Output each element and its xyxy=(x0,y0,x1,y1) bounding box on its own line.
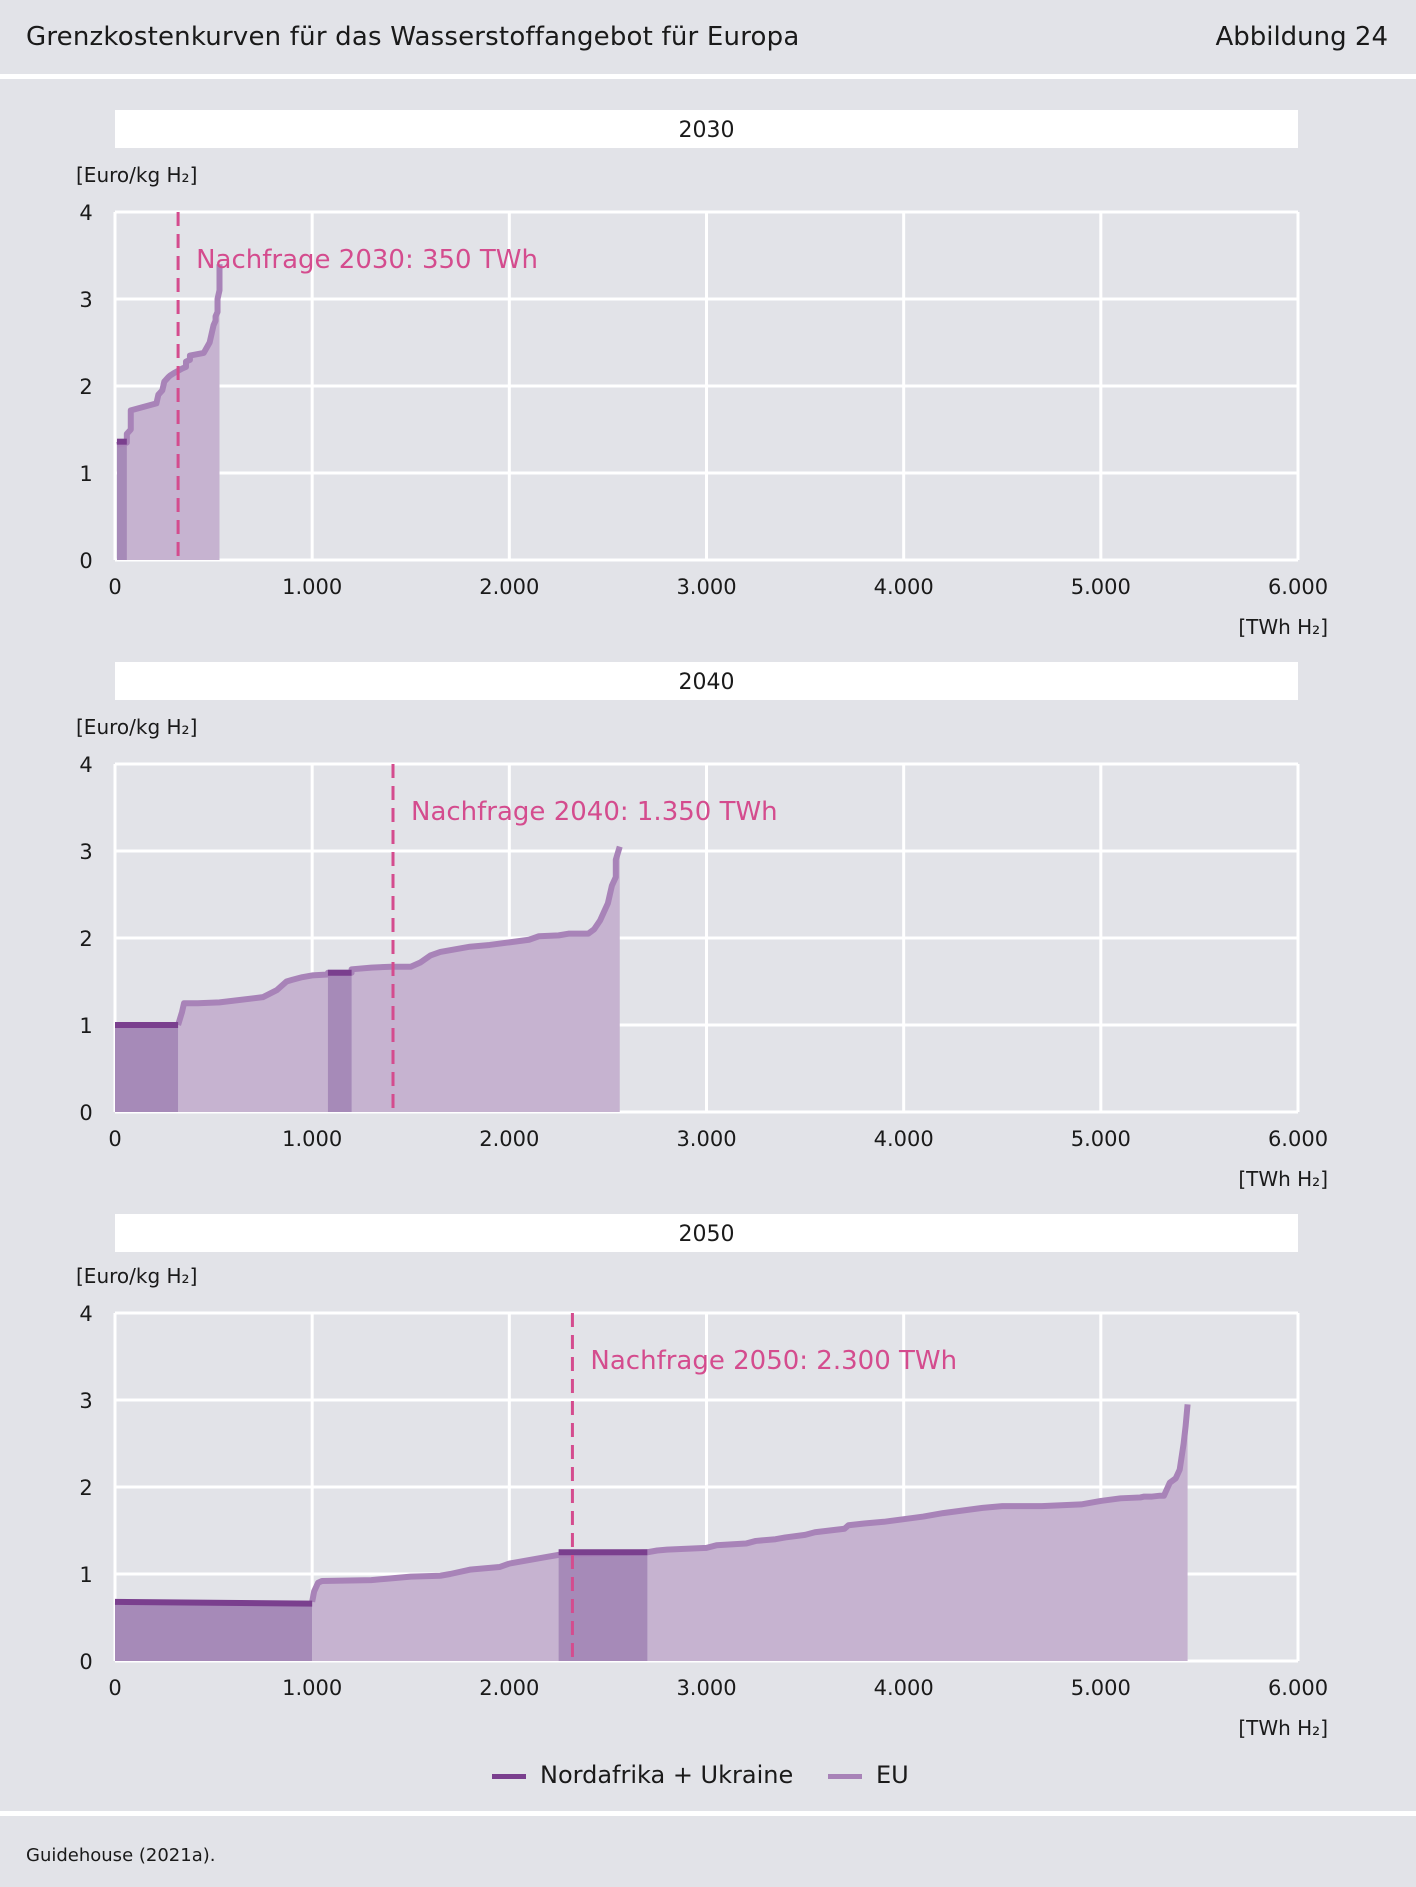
panel-2050-xlabel: [TWh H₂] xyxy=(1238,1716,1328,1740)
footer-divider xyxy=(0,1811,1416,1816)
panel-2030-ytick-label: 0 xyxy=(79,549,92,573)
panel-2040-xtick-label: 3.000 xyxy=(676,1127,736,1151)
panel-2030-ytick-label: 1 xyxy=(79,462,92,486)
panel-2050-eu-area xyxy=(312,1404,1188,1661)
panel-2040-xtick-label: 0 xyxy=(108,1127,121,1151)
panel-2030-xtick-label: 0 xyxy=(108,575,121,599)
panel-2050-ytick-label: 2 xyxy=(79,1476,92,1500)
panel-2030-title: 2030 xyxy=(679,118,735,143)
panel-2030-eu-area xyxy=(116,264,220,560)
figure-number: Abbildung 24 xyxy=(1215,22,1388,52)
panel-2030-xtick-label: 1.000 xyxy=(282,575,342,599)
panel-2030-ytick-label: 3 xyxy=(79,288,92,312)
panel-2040-ylabel: [Euro/kg H₂] xyxy=(76,715,197,739)
panel-2040-ytick-label: 3 xyxy=(79,840,92,864)
panel-2040-nordafrika-block xyxy=(327,972,352,1112)
panel-2030-xtick-label: 5.000 xyxy=(1071,575,1131,599)
panel-2040-xtick-label: 2.000 xyxy=(479,1127,539,1151)
panel-2040-ytick-label: 1 xyxy=(79,1014,92,1038)
panel-2030-ytick-label: 2 xyxy=(79,375,92,399)
panel-2040-nordafrika-block xyxy=(115,1025,179,1112)
panel-2040-demand-label: Nachfrage 2040: 1.350 TWh xyxy=(411,797,778,827)
panel-2040-ytick-label: 0 xyxy=(79,1101,92,1125)
panel-2050-ytick-label: 3 xyxy=(79,1389,92,1413)
legend-swatch-nordafrika xyxy=(492,1774,526,1779)
panel-2050-nordafrika-block xyxy=(115,1601,313,1661)
panel-2030-nordafrika-block xyxy=(116,441,127,560)
panel-2040-ytick-label: 2 xyxy=(79,927,92,951)
source-note: Guidehouse (2021a). xyxy=(26,1845,216,1866)
panel-2040-xtick-label: 6.000 xyxy=(1268,1127,1328,1151)
panel-2030-xlabel: [TWh H₂] xyxy=(1238,615,1328,639)
legend-label-eu: EU xyxy=(876,1761,909,1789)
panel-2030-eu-line xyxy=(116,264,223,449)
panel-2040-xtick-label: 5.000 xyxy=(1071,1127,1131,1151)
panel-2040-xtick-label: 1.000 xyxy=(282,1127,342,1151)
legend-label-nordafrika: Nordafrika + Ukraine xyxy=(540,1761,794,1789)
panel-2030-xtick-label: 6.000 xyxy=(1268,575,1328,599)
panel-2030-xtick-label: 3.000 xyxy=(676,575,736,599)
panel-2030-ylabel: [Euro/kg H₂] xyxy=(76,163,197,187)
figure-header: Grenzkostenkurven für das Wasserstoffang… xyxy=(0,0,1416,79)
panel-2040-eu-area xyxy=(178,846,620,1112)
panel-2050-xtick-label: 6.000 xyxy=(1268,1676,1328,1700)
panel-2050-xtick-label: 1.000 xyxy=(282,1676,342,1700)
panel-2030-demand-label: Nachfrage 2030: 350 TWh xyxy=(196,245,538,275)
panel-2040-xlabel: [TWh H₂] xyxy=(1238,1167,1328,1191)
panel-2030-title-band xyxy=(115,110,1298,148)
panel-2040-title-band xyxy=(115,662,1298,700)
panel-2050-demand-label: Nachfrage 2050: 2.300 TWh xyxy=(590,1346,957,1376)
panel-2050-title-band xyxy=(115,1214,1298,1252)
panel-2050-xtick-label: 0 xyxy=(108,1676,121,1700)
panel-2050-xtick-label: 5.000 xyxy=(1071,1676,1131,1700)
panel-2030-xtick-label: 2.000 xyxy=(479,575,539,599)
panel-2030-xtick-label: 4.000 xyxy=(874,575,934,599)
figure-title: Grenzkostenkurven für das Wasserstoffang… xyxy=(26,22,800,52)
panel-2050-nordafrika-line xyxy=(114,1598,313,1607)
panel-2030-ytick-label: 4 xyxy=(79,201,92,225)
panel-2040-eu-line xyxy=(175,845,623,1026)
legend-swatch-eu xyxy=(828,1774,862,1779)
panel-2050-ytick-label: 4 xyxy=(79,1302,92,1326)
panel-2040-xtick-label: 4.000 xyxy=(874,1127,934,1151)
legend: Nordafrika + Ukraine EU xyxy=(0,1757,1416,1793)
panel-2050-ytick-label: 1 xyxy=(79,1563,92,1587)
panel-2050-title: 2050 xyxy=(679,1222,735,1247)
panel-2040-ytick-label: 4 xyxy=(79,753,92,777)
panel-2050-xtick-label: 3.000 xyxy=(676,1676,736,1700)
panel-2050-xtick-label: 4.000 xyxy=(874,1676,934,1700)
panel-2050-eu-line xyxy=(309,1404,1191,1603)
panel-2050-ylabel: [Euro/kg H₂] xyxy=(76,1264,197,1288)
panel-2050-ytick-label: 0 xyxy=(79,1650,92,1674)
panel-2040-title: 2040 xyxy=(679,670,735,695)
panel-2050-xtick-label: 2.000 xyxy=(479,1676,539,1700)
